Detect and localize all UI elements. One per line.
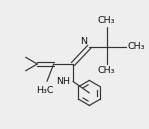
- Text: CH₃: CH₃: [98, 17, 115, 25]
- Text: N: N: [80, 37, 87, 46]
- Text: NH: NH: [56, 77, 70, 86]
- Text: CH₃: CH₃: [128, 42, 145, 51]
- Text: H₃C: H₃C: [36, 86, 54, 95]
- Text: CH₃: CH₃: [98, 66, 115, 75]
